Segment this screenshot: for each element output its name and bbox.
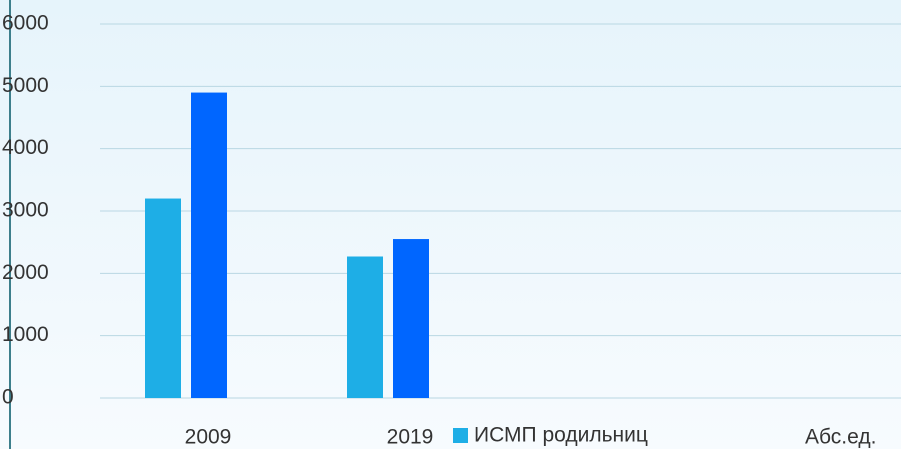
annotation: Абс.ед. — [805, 426, 876, 449]
bar — [393, 239, 429, 398]
bar — [191, 92, 227, 399]
y-tick-label: 2000 — [2, 261, 49, 284]
bar — [145, 198, 181, 398]
y-tick-label: 0 — [2, 386, 14, 409]
y-tick-label: 3000 — [2, 199, 49, 222]
bar — [347, 256, 383, 398]
x-tick-label: 2019 — [387, 426, 434, 449]
y-tick-label: 1000 — [2, 323, 49, 346]
x-tick-label: 2009 — [185, 426, 232, 449]
legend-label: ИСМП родильниц — [474, 424, 648, 447]
y-tick-label: 4000 — [2, 136, 49, 159]
legend-swatch — [453, 428, 468, 443]
y-tick-label: 5000 — [2, 74, 49, 97]
y-tick-label: 6000 — [2, 12, 49, 35]
